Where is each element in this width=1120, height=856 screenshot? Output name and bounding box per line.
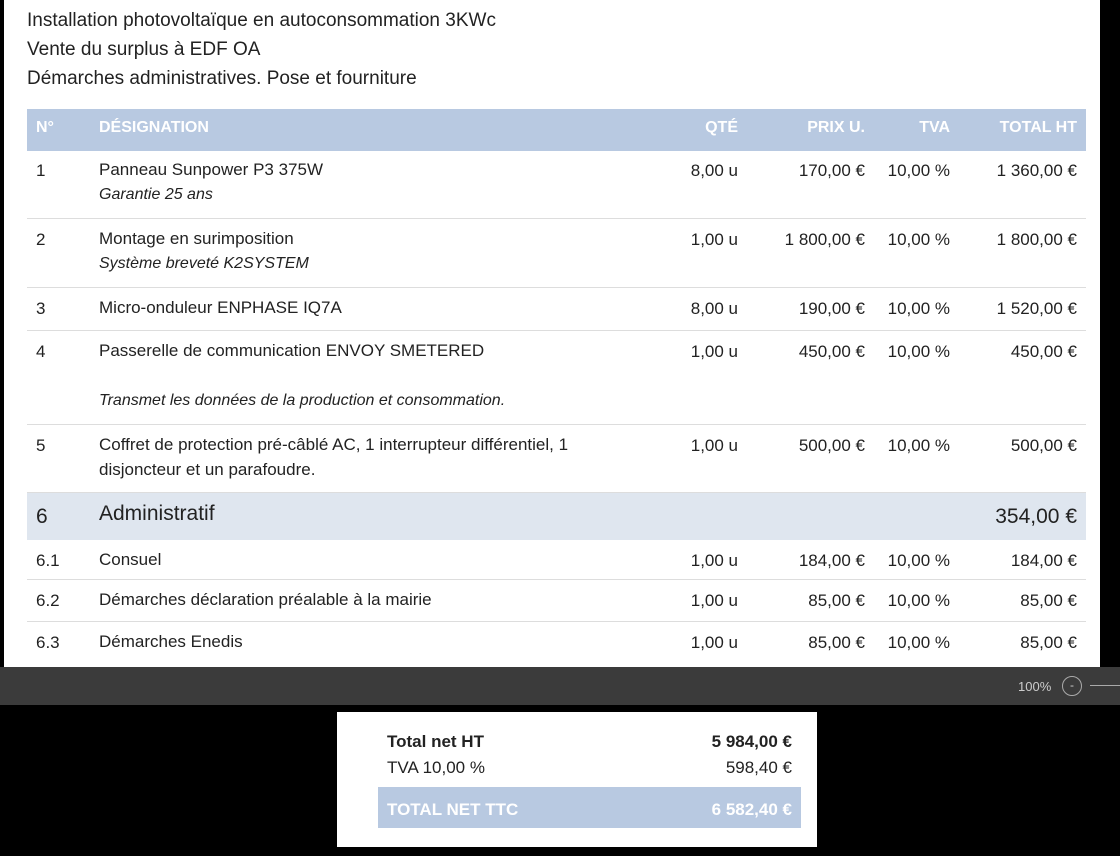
cell-price: 170,00 € <box>798 161 865 180</box>
total-value: 6 582,40 € <box>711 800 792 819</box>
total-value: 598,40 € <box>725 758 792 777</box>
cell-qty: 8,00 u <box>690 299 738 318</box>
cell-note: Système breveté K2SYSTEM <box>99 255 309 272</box>
cell-price: 85,00 € <box>808 633 865 652</box>
cell-designation: Démarches déclaration préalable à la mai… <box>99 590 432 609</box>
cell-price: 500,00 € <box>798 436 865 455</box>
cell-designation: Administratif <box>99 502 215 525</box>
cell-tva: 10,00 % <box>887 633 950 652</box>
cell-total: 85,00 € <box>1020 591 1077 610</box>
cell-total: 500,00 € <box>1010 436 1077 455</box>
total-value: 5 984,00 € <box>711 732 792 751</box>
cell-qty: 1,00 u <box>690 591 738 610</box>
cell-tva: 10,00 % <box>887 342 950 361</box>
zoom-out-button[interactable]: - <box>1062 676 1082 696</box>
cell-no: 4 <box>36 342 46 361</box>
cell-designation: Consuel <box>99 550 162 569</box>
cell-tva: 10,00 % <box>887 436 950 455</box>
cell-no: 2 <box>36 230 46 249</box>
document-page: Installation photovoltaïque en autoconso… <box>4 0 1100 667</box>
cell-total: 85,00 € <box>1020 633 1077 652</box>
total-label: TOTAL NET TTC <box>387 800 519 819</box>
cell-note: Transmet les données de la production et… <box>99 392 506 409</box>
cell-tva: 10,00 % <box>887 299 950 318</box>
cell-tva: 10,00 % <box>887 551 950 570</box>
cell-total: 1 800,00 € <box>996 230 1077 249</box>
cell-designation: Montage en surimposition <box>99 229 294 248</box>
cell-price: 1 800,00 € <box>784 230 865 249</box>
ttc-band <box>378 787 801 828</box>
cell-price: 450,00 € <box>798 342 865 361</box>
row-divider <box>27 218 1086 219</box>
intro-line: Vente du surplus à EDF OA <box>27 39 261 60</box>
intro-line: Installation photovoltaïque en autoconso… <box>27 10 496 31</box>
cell-no: 5 <box>36 436 46 455</box>
column-header: DÉSIGNATION <box>99 119 209 136</box>
cell-qty: 1,00 u <box>690 342 738 361</box>
intro-line: Démarches administratives. Pose et fourn… <box>27 68 417 89</box>
cell-no: 6 <box>36 505 48 528</box>
cell-no: 6.3 <box>36 633 60 652</box>
table-header <box>27 109 1086 151</box>
cell-qty: 1,00 u <box>690 436 738 455</box>
cell-qty: 1,00 u <box>690 551 738 570</box>
cell-qty: 1,00 u <box>690 633 738 652</box>
zoom-slider[interactable] <box>1090 685 1120 686</box>
cell-total: 1 520,00 € <box>996 299 1077 318</box>
cell-total: 354,00 € <box>995 505 1077 528</box>
cell-tva: 10,00 % <box>887 230 950 249</box>
cell-price: 85,00 € <box>808 591 865 610</box>
row-divider <box>27 621 1086 622</box>
column-header: TOTAL HT <box>999 119 1077 136</box>
cell-tva: 10,00 % <box>887 161 950 180</box>
cell-note: Garantie 25 ans <box>99 186 213 203</box>
row-divider <box>27 330 1086 331</box>
cell-total: 1 360,00 € <box>996 161 1077 180</box>
cell-tva: 10,00 % <box>887 591 950 610</box>
cell-total: 184,00 € <box>1010 551 1077 570</box>
cell-designation: Panneau Sunpower P3 375W <box>99 160 323 179</box>
cell-designation: Démarches Enedis <box>99 632 243 651</box>
cell-designation: Micro-onduleur ENPHASE IQ7A <box>99 298 342 317</box>
cell-no: 6.2 <box>36 591 60 610</box>
section-row <box>27 493 1086 540</box>
cell-qty: 8,00 u <box>690 161 738 180</box>
column-header: TVA <box>919 119 950 136</box>
status-bar: 100% - <box>0 667 1120 705</box>
row-divider <box>27 492 1086 493</box>
zoom-label: 100% <box>1018 679 1052 694</box>
totals-box: Total net HT 5 984,00 € TVA 10,00 % 598,40 … <box>337 712 817 847</box>
cell-total: 450,00 € <box>1010 342 1077 361</box>
cell-no: 1 <box>36 161 46 180</box>
column-header: PRIX U. <box>807 119 865 136</box>
row-divider <box>27 579 1086 580</box>
cell-no: 6.1 <box>36 551 60 570</box>
row-divider <box>27 287 1086 288</box>
column-header: QTÉ <box>705 119 738 136</box>
total-label: TVA 10,00 % <box>387 758 485 777</box>
cell-designation: Coffret de protection pré-câblé AC, 1 in… <box>99 435 569 479</box>
cell-price: 190,00 € <box>798 299 865 318</box>
row-divider <box>27 424 1086 425</box>
cell-no: 3 <box>36 299 46 318</box>
cell-designation: Passerelle de communication ENVOY SMETER… <box>99 341 485 360</box>
column-header: N° <box>36 119 54 136</box>
cell-price: 184,00 € <box>798 551 865 570</box>
cell-qty: 1,00 u <box>690 230 738 249</box>
total-label: Total net HT <box>387 732 484 751</box>
